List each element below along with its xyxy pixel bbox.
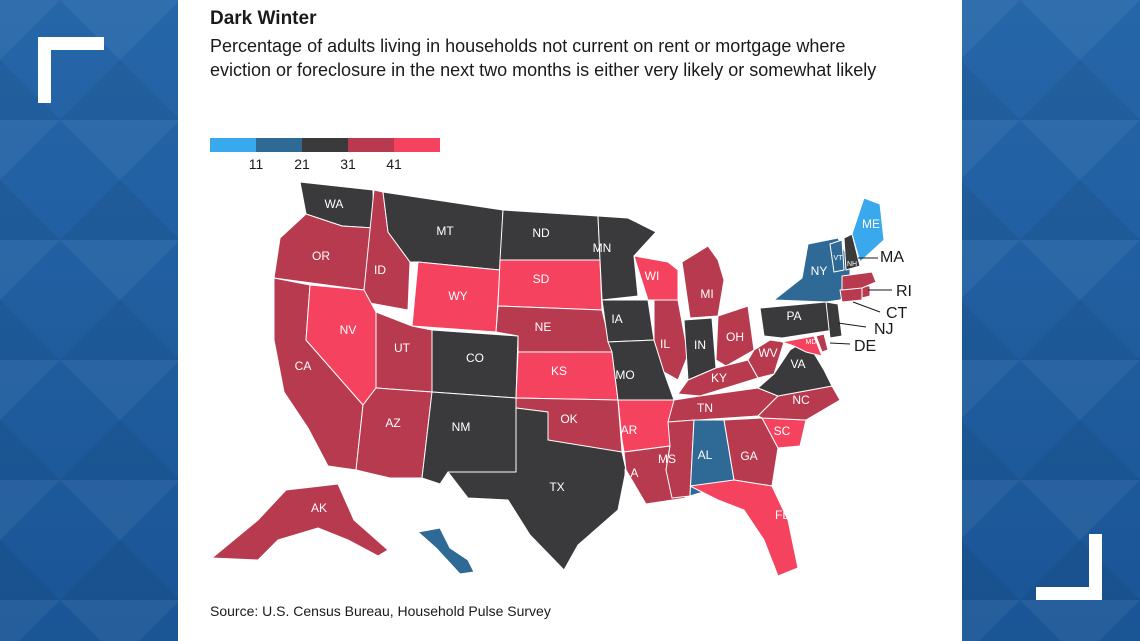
- state-az: [355, 387, 433, 479]
- state-label-co: CO: [466, 351, 484, 365]
- source-note: Source: U.S. Census Bureau, Household Pu…: [210, 603, 551, 619]
- external-label-ri: RI: [896, 283, 912, 300]
- state-de: [815, 333, 829, 353]
- state-label-wi: WI: [645, 269, 660, 283]
- external-label-de: DE: [854, 338, 876, 355]
- state-label-ny: NY: [811, 264, 828, 278]
- legend-label-1: 21: [294, 156, 310, 172]
- state-label-wa: WA: [325, 197, 344, 211]
- state-label-wv: WV: [758, 346, 777, 360]
- state-label-oh: OH: [726, 330, 744, 344]
- external-label-ct: CT: [886, 305, 908, 322]
- state-nj: [825, 301, 843, 339]
- state-sd: [497, 259, 603, 311]
- state-label-tx: TX: [549, 480, 564, 494]
- legend-swatch-2: [302, 138, 348, 152]
- state-label-az: AZ: [385, 416, 400, 430]
- state-md: [781, 335, 823, 357]
- legend-label-3: 41: [386, 156, 402, 172]
- state-label-ms: MS: [658, 452, 676, 466]
- map-title: Dark Winter: [210, 8, 317, 29]
- state-nm: [421, 391, 517, 485]
- state-label-id: ID: [374, 263, 386, 277]
- state-label-fl: FL: [775, 508, 789, 522]
- corner-bracket-bottom-right: [1036, 534, 1102, 600]
- state-wi: [633, 255, 679, 301]
- leader-DE: [829, 342, 851, 345]
- state-pa: [759, 301, 835, 339]
- state-oh: [715, 305, 755, 367]
- state-label-nv: NV: [340, 323, 357, 337]
- state-label-nh: NH: [847, 261, 857, 268]
- state-label-in: IN: [694, 338, 706, 352]
- state-mi: [681, 245, 725, 319]
- state-label-ca: CA: [295, 359, 312, 373]
- state-label-sd: SD: [533, 272, 550, 286]
- us-map: WA OR CA ID NV MT WY UT AZ CO NM ND SD NE KS OK TX MN IA MO…: [211, 181, 912, 577]
- state-ak: [211, 483, 389, 561]
- state-label-pa: PA: [786, 309, 801, 323]
- state-label-nm: NM: [452, 420, 471, 434]
- state-label-vt: VT: [834, 255, 844, 262]
- state-nd: [499, 209, 601, 261]
- state-label-me: ME: [862, 217, 880, 231]
- legend-swatch-0: [210, 138, 256, 152]
- legend-label-2: 31: [340, 156, 356, 172]
- state-label-va: VA: [790, 357, 805, 371]
- map-card: Dark Winter Percentage of adults living …: [178, 0, 962, 641]
- state-label-ar: AR: [621, 423, 638, 437]
- state-fl: [689, 479, 799, 577]
- state-label-mt: MT: [436, 224, 454, 238]
- state-label-al: AL: [698, 448, 713, 462]
- state-ga: [723, 417, 779, 487]
- state-label-la: LA: [624, 466, 639, 480]
- state-mn: [597, 215, 657, 301]
- state-vt: [829, 239, 845, 273]
- state-label-mo: MO: [615, 368, 634, 382]
- state-label-sc: SC: [774, 424, 791, 438]
- state-label-or: OR: [312, 249, 330, 263]
- external-label-nj: NJ: [874, 321, 894, 338]
- leader-CT: [852, 301, 881, 313]
- corner-bracket-top-left: [38, 37, 104, 103]
- state-label-ky: KY: [711, 371, 727, 385]
- state-me: [851, 197, 885, 263]
- state-label-il: IL: [660, 337, 670, 351]
- state-nh: [843, 233, 861, 271]
- state-label-md: MD: [806, 339, 817, 346]
- state-label-mi: MI: [700, 287, 713, 301]
- legend-swatch-3: [348, 138, 394, 152]
- legend-swatch-4: [394, 138, 440, 152]
- legend-swatch-1: [256, 138, 302, 152]
- state-ma: [841, 271, 877, 291]
- state-label-ne: NE: [535, 320, 552, 334]
- state-label-ga: GA: [740, 449, 757, 463]
- state-label-ia: IA: [611, 312, 622, 326]
- state-label-nd: ND: [532, 226, 550, 240]
- legend-label-0: 11: [248, 156, 264, 172]
- state-label-ak: AK: [311, 501, 327, 515]
- state-label-ks: KS: [551, 364, 567, 378]
- state-ia: [601, 299, 655, 343]
- state-label-mn: MN: [593, 241, 612, 255]
- state-label-tn: TN: [697, 401, 713, 415]
- state-il: [653, 299, 689, 381]
- state-label-wy: WY: [448, 289, 467, 303]
- external-label-ma: MA: [880, 249, 904, 266]
- state-label-ut: UT: [394, 341, 411, 355]
- state-tx: [447, 407, 627, 571]
- state-label-nc: NC: [792, 393, 810, 407]
- map-subtitle: Percentage of adults living in household…: [210, 36, 877, 80]
- state-label-ok: OK: [560, 412, 577, 426]
- state-hi: [417, 527, 475, 575]
- leader-NJ: [837, 322, 867, 328]
